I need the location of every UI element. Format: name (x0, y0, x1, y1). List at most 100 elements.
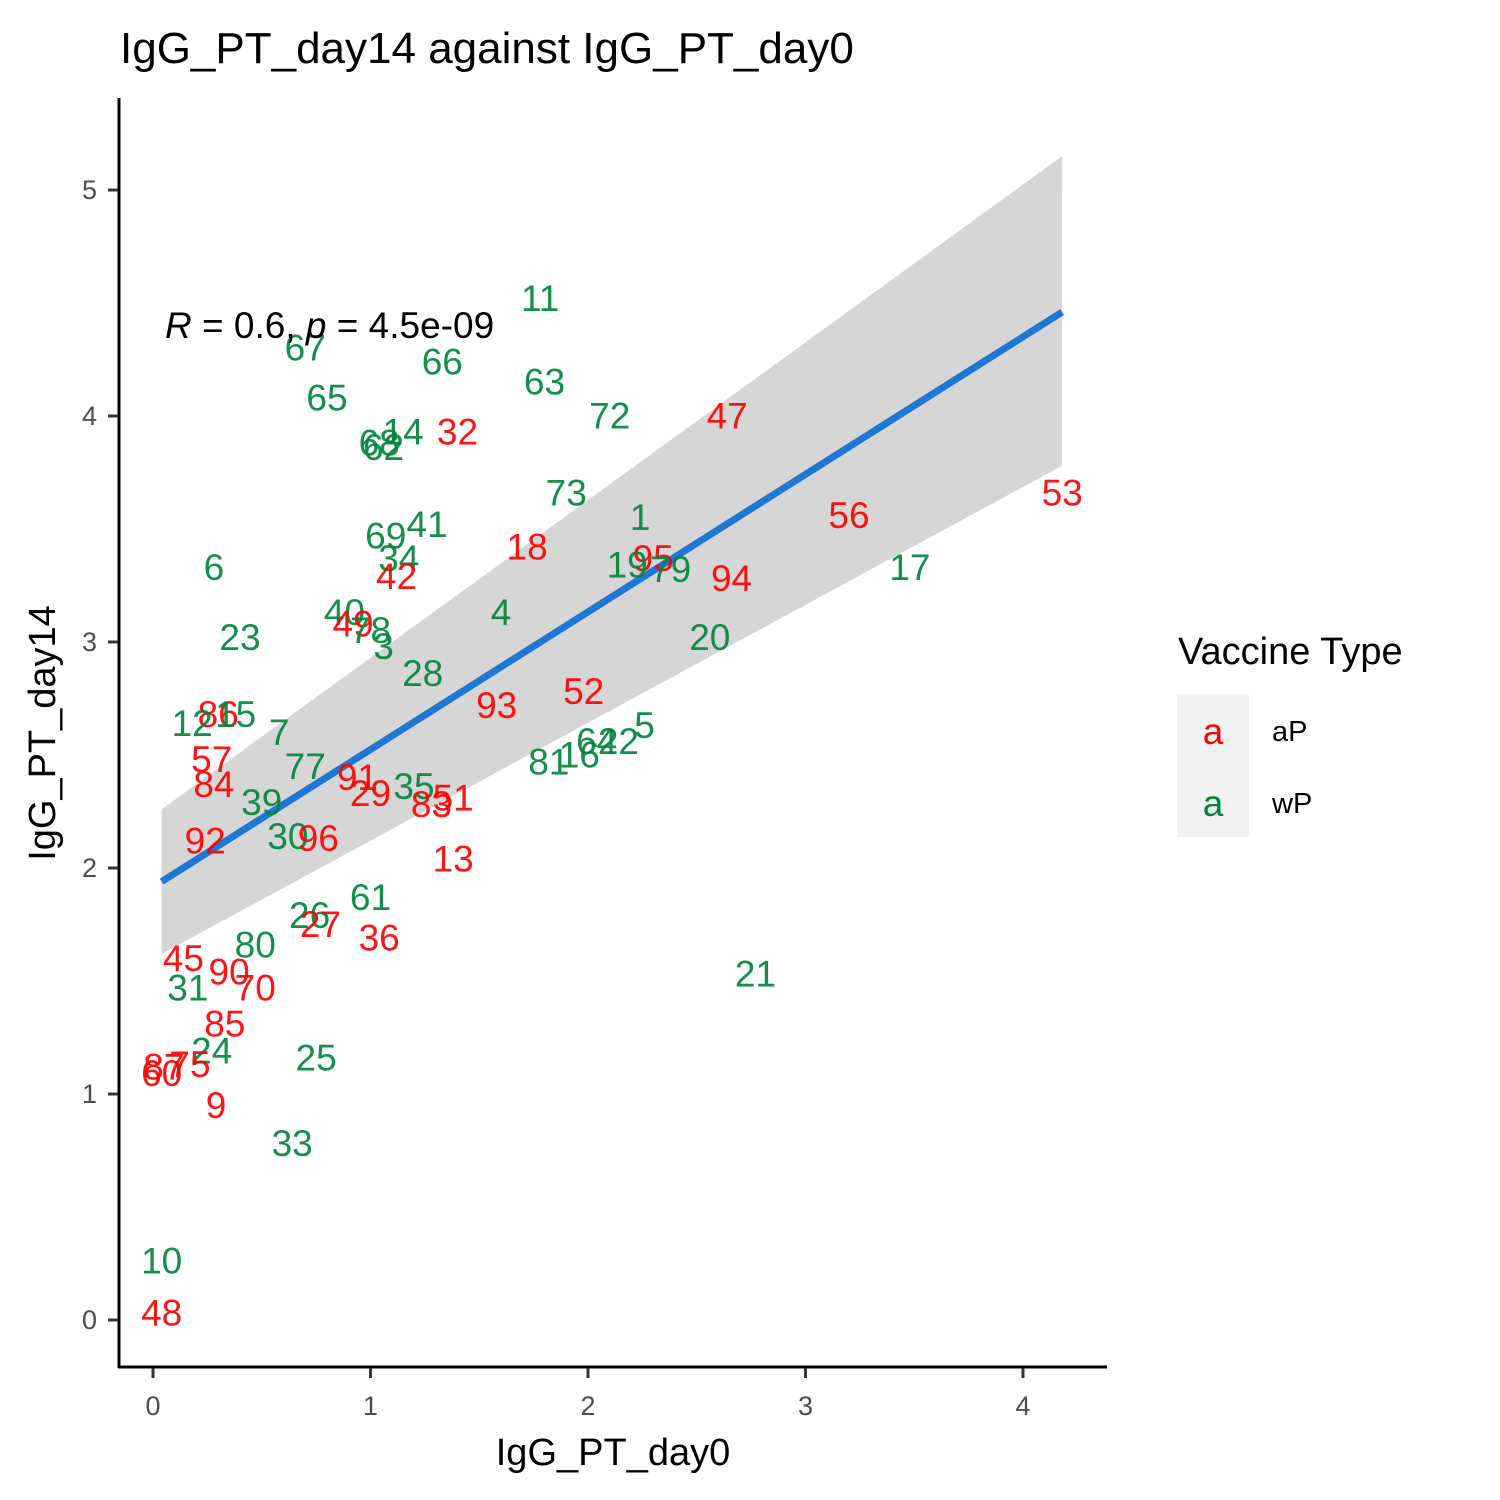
point-label-11: 11 (521, 278, 559, 319)
point-label-61: 61 (350, 877, 391, 918)
r-symbol: R (165, 305, 192, 346)
legend-label-ap: aP (1272, 716, 1307, 748)
point-label-64: 64 (576, 721, 617, 762)
point-label-91: 91 (337, 757, 378, 798)
x-tick-label: 1 (363, 1391, 378, 1421)
y-axis-title: IgG_PT_day14 (22, 605, 64, 861)
x-tick-label: 3 (798, 1391, 813, 1421)
point-label-33: 33 (272, 1123, 313, 1164)
point-label-36: 36 (359, 918, 400, 959)
point-label-69: 69 (365, 515, 406, 556)
y-axis-ticks: 0 1 2 3 4 5 (82, 175, 118, 1335)
point-label-34: 34 (378, 538, 419, 579)
x-tick-label: 2 (580, 1391, 595, 1421)
point-label-25: 25 (296, 1037, 337, 1078)
point-label-23: 23 (219, 617, 260, 658)
confidence-band (161, 156, 1063, 954)
point-label-80: 80 (235, 924, 276, 965)
point-label-32: 32 (437, 411, 478, 452)
point-label-18: 18 (507, 527, 548, 568)
point-label-3: 3 (373, 626, 394, 667)
point-label-60: 60 (141, 1053, 182, 1094)
point-label-72: 72 (589, 396, 630, 437)
point-label-77: 77 (285, 746, 326, 787)
point-label-75: 75 (169, 1044, 210, 1085)
point-label-13: 13 (433, 838, 474, 879)
point-label-92: 92 (185, 820, 226, 861)
point-label-4: 4 (491, 592, 512, 633)
x-axis-title: IgG_PT_day0 (496, 1432, 730, 1474)
point-label-86: 86 (198, 694, 239, 735)
point-label-53: 53 (1042, 472, 1083, 513)
legend-key-wp: a (1203, 783, 1224, 824)
point-label-17: 17 (889, 547, 930, 588)
point-label-57: 57 (191, 739, 232, 780)
point-label-79: 79 (650, 549, 691, 590)
point-label-14: 14 (383, 411, 424, 452)
legend: Vaccine Type a a aP wP (1177, 631, 1403, 837)
point-label-95: 95 (633, 538, 674, 579)
point-label-96: 96 (298, 818, 339, 859)
x-tick-label: 4 (1015, 1391, 1030, 1421)
point-label-41: 41 (406, 504, 447, 545)
point-label-73: 73 (546, 472, 587, 513)
point-label-15: 15 (215, 694, 256, 735)
correlation-annotation: R = 0.6, p = 4.5e-09 (165, 305, 494, 346)
point-label-68: 68 (359, 423, 400, 464)
point-label-10: 10 (141, 1241, 182, 1282)
point-label-90: 90 (209, 951, 250, 992)
point-label-35: 35 (393, 766, 434, 807)
point-label-67: 67 (285, 328, 326, 369)
point-label-85: 85 (204, 1003, 245, 1044)
point-label-47: 47 (707, 396, 748, 437)
y-tick-label: 2 (82, 853, 97, 883)
point-label-52: 52 (563, 671, 604, 712)
regression-line (159, 309, 1065, 885)
point-label-30: 30 (267, 816, 308, 857)
x-axis-ticks: 0 1 2 3 4 (145, 1368, 1031, 1421)
point-label-94: 94 (711, 558, 752, 599)
legend-key-ap: a (1203, 711, 1224, 752)
point-label-12: 12 (172, 703, 213, 744)
y-tick-label: 3 (82, 627, 97, 657)
chart-title: IgG_PT_day14 against IgG_PT_day0 (120, 24, 854, 73)
y-tick-label: 5 (82, 175, 97, 205)
point-label-81: 81 (528, 741, 569, 782)
r-value: = 0.6, (192, 305, 306, 346)
p-value: = 4.5e-09 (326, 305, 494, 346)
point-label-45: 45 (163, 938, 204, 979)
point-label-83: 83 (411, 784, 452, 825)
y-tick-label: 0 (82, 1305, 97, 1335)
point-label-65: 65 (306, 377, 347, 418)
point-label-24: 24 (191, 1031, 232, 1072)
y-tick-label: 1 (82, 1079, 97, 1109)
point-label-84: 84 (193, 764, 234, 805)
legend-title: Vaccine Type (1178, 631, 1403, 673)
point-label-19: 19 (607, 545, 648, 586)
point-label-66: 66 (422, 341, 463, 382)
point-label-63: 63 (524, 362, 565, 403)
point-label-27: 27 (300, 904, 341, 945)
point-label-93: 93 (476, 685, 517, 726)
point-label-42: 42 (376, 556, 417, 597)
point-label-29: 29 (350, 773, 391, 814)
point-label-20: 20 (689, 617, 730, 658)
legend-label-wp: wP (1271, 788, 1312, 820)
point-label-26: 26 (289, 895, 330, 936)
point-label-40: 40 (324, 592, 365, 633)
point-label-16: 16 (559, 735, 600, 776)
point-label-56: 56 (828, 495, 869, 536)
point-label-48: 48 (141, 1293, 182, 1334)
point-label-87: 87 (143, 1046, 184, 1087)
point-label-6: 6 (204, 547, 225, 588)
point-label-49: 49 (333, 603, 374, 644)
point-label-9: 9 (206, 1085, 227, 1126)
point-label-51: 51 (433, 777, 474, 818)
point-label-7: 7 (269, 712, 290, 753)
point-label-78: 78 (350, 610, 391, 651)
point-label-28: 28 (402, 653, 443, 694)
point-label-70: 70 (235, 967, 276, 1008)
